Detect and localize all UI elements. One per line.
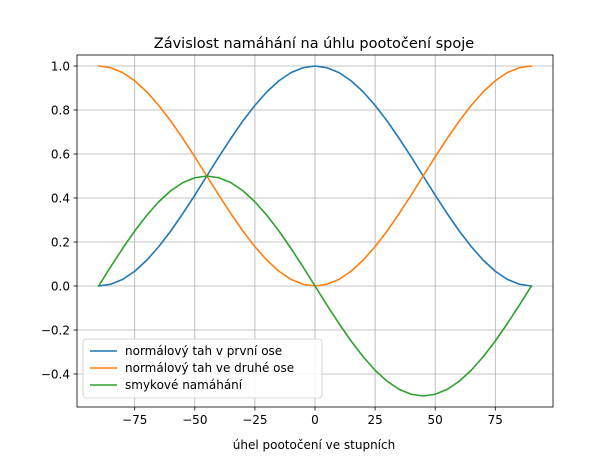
x-axis-label: úhel pootočení ve stupních (233, 438, 395, 452)
y-tick-label: 0.0 (51, 279, 70, 293)
x-tick-label: 25 (367, 413, 382, 427)
series-line-3 (97, 175, 533, 397)
x-tick-label: 50 (428, 413, 443, 427)
y-tick-label: 0.4 (51, 191, 70, 205)
x-axis-ticks: −75 −50 −25 0 25 50 75 (122, 407, 503, 427)
y-tick-label: 0.8 (51, 103, 70, 117)
y-tick-label: 1.0 (51, 59, 70, 73)
x-tick-label: 75 (488, 413, 503, 427)
y-tick-label: −0.4 (41, 367, 70, 381)
series-lines (97, 65, 533, 397)
y-tick-label: −0.2 (41, 323, 70, 337)
y-tick-label: 0.6 (51, 147, 70, 161)
legend-label: smykové namáhání (125, 378, 243, 392)
y-tick-label: 0.2 (51, 235, 70, 249)
legend: normálový tah v první ose normálový tah v… (82, 338, 323, 399)
y-axis-ticks: −0.4 −0.2 0.0 0.2 0.4 0.6 0.8 1.0 (41, 59, 77, 381)
x-tick-label: −75 (122, 413, 147, 427)
legend-label: normálový tah v první ose (125, 344, 282, 358)
legend-box (82, 338, 323, 399)
series-line-1 (97, 65, 533, 287)
x-tick-label: 0 (311, 413, 319, 427)
chart-title: Závislost namáhání na úhlu pootočení spo… (154, 36, 474, 52)
legend-label: normálový tah ve druhé ose (125, 361, 294, 375)
x-tick-label: −50 (182, 413, 207, 427)
x-tick-label: −25 (242, 413, 267, 427)
